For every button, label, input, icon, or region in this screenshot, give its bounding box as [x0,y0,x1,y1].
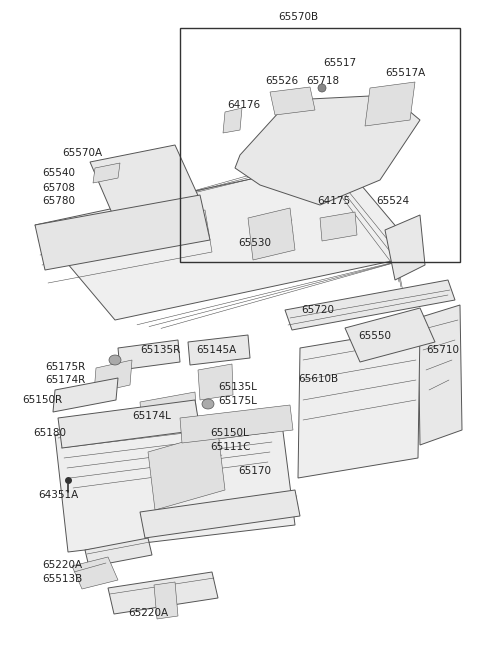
Polygon shape [418,305,462,445]
Polygon shape [385,215,425,280]
Polygon shape [93,163,120,183]
Polygon shape [55,408,295,552]
Text: 65175R: 65175R [45,362,85,372]
Text: 65610B: 65610B [298,374,338,384]
Text: 65170: 65170 [238,466,271,476]
Text: 65708: 65708 [42,183,75,193]
Polygon shape [365,82,415,126]
Polygon shape [298,328,420,478]
Text: 65530: 65530 [239,238,272,248]
Text: 65150R: 65150R [22,395,62,405]
Ellipse shape [202,399,214,409]
Text: 65180: 65180 [33,428,66,438]
Polygon shape [58,400,200,448]
Polygon shape [53,378,118,412]
Polygon shape [140,490,300,538]
Text: 65540: 65540 [42,168,75,178]
Text: 65526: 65526 [265,76,299,86]
Text: 65720: 65720 [301,305,335,315]
Polygon shape [94,360,132,393]
Text: 65710: 65710 [427,345,459,355]
Text: 65150L: 65150L [210,428,249,438]
Text: 65135L: 65135L [218,382,257,392]
Text: 64175: 64175 [317,196,350,206]
Text: 65780: 65780 [42,196,75,206]
Polygon shape [248,208,295,260]
Text: 65524: 65524 [376,196,409,206]
Ellipse shape [109,355,121,365]
Polygon shape [90,145,200,220]
Text: 65135R: 65135R [140,345,180,355]
Bar [180,28,460,262]
Polygon shape [35,195,210,270]
Polygon shape [345,308,435,362]
Polygon shape [270,87,315,115]
Polygon shape [180,405,293,443]
Text: 65570A: 65570A [62,148,102,158]
Text: 64351A: 64351A [38,490,78,500]
Text: 65111C: 65111C [210,442,251,452]
Text: 65145A: 65145A [196,345,236,355]
Polygon shape [148,432,225,510]
Text: 65220A: 65220A [42,560,82,570]
Polygon shape [118,340,180,370]
Text: 65570B: 65570B [278,12,318,22]
Polygon shape [235,95,420,205]
Text: 64176: 64176 [228,100,261,110]
Polygon shape [198,364,233,400]
Text: 65174R: 65174R [45,375,85,385]
Text: 65517: 65517 [324,58,357,68]
Text: 65513B: 65513B [42,574,82,584]
Text: 65718: 65718 [306,76,339,86]
Polygon shape [85,538,152,567]
Polygon shape [108,572,218,614]
Polygon shape [223,108,242,133]
Ellipse shape [318,84,326,92]
Polygon shape [188,335,250,365]
Polygon shape [72,557,118,589]
Polygon shape [285,280,455,330]
Text: 65174L: 65174L [132,411,171,421]
Polygon shape [140,392,197,432]
Text: 65550: 65550 [359,331,392,341]
Text: 65175L: 65175L [218,396,257,406]
Text: 65517A: 65517A [385,68,425,78]
Polygon shape [320,212,357,241]
Polygon shape [154,582,178,619]
Polygon shape [35,160,420,320]
Text: 65220A: 65220A [128,608,168,618]
